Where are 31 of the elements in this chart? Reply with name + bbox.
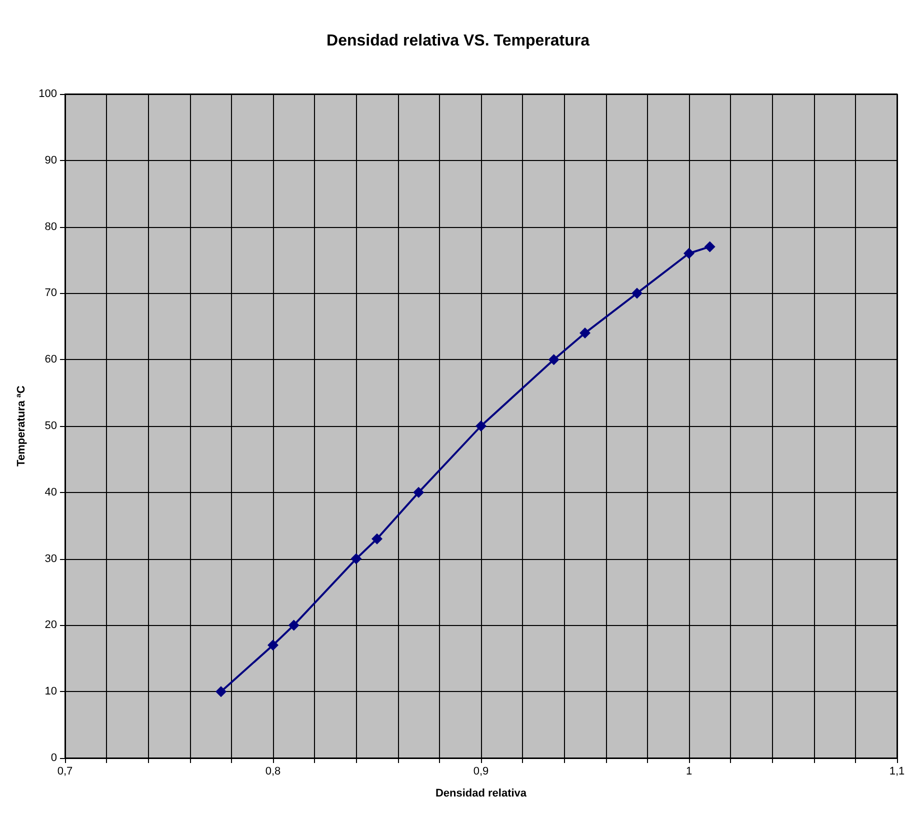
y-tick-label: 0 xyxy=(50,752,57,764)
point xyxy=(216,686,226,698)
y-axis-title: Temperatura ªC xyxy=(16,386,28,466)
point xyxy=(580,328,590,339)
x-axis-title: Densidad relativa xyxy=(435,788,528,800)
chart-title: Densidad relativa VS. Temperatura xyxy=(326,32,590,50)
x-tick-label: 0,8 xyxy=(265,766,281,778)
point xyxy=(268,640,278,651)
point xyxy=(288,620,300,631)
y-tick-label: 30 xyxy=(44,552,57,565)
point xyxy=(372,533,382,544)
point xyxy=(350,553,362,564)
y-tick-label: 60 xyxy=(44,354,57,366)
y-tick-label: 70 xyxy=(44,287,57,300)
y-tick-label: 20 xyxy=(44,619,57,632)
y-tick-label: 80 xyxy=(44,220,57,233)
x-tick-label: 1,1 xyxy=(889,766,905,778)
point xyxy=(476,420,486,432)
x-tick-label: 1 xyxy=(686,766,692,778)
point xyxy=(632,288,642,299)
y-tick-label: 100 xyxy=(38,88,57,100)
point xyxy=(684,248,694,259)
x-tick-label: 0,7 xyxy=(57,766,73,778)
y-tick-label: 10 xyxy=(44,686,57,698)
point xyxy=(413,486,424,498)
point xyxy=(704,241,716,252)
y-tick-label: 90 xyxy=(44,154,57,166)
x-tick-label: 0,9 xyxy=(473,766,489,778)
point xyxy=(548,354,560,366)
y-tick-label: 40 xyxy=(44,486,57,498)
y-tick-label: 50 xyxy=(44,420,57,432)
